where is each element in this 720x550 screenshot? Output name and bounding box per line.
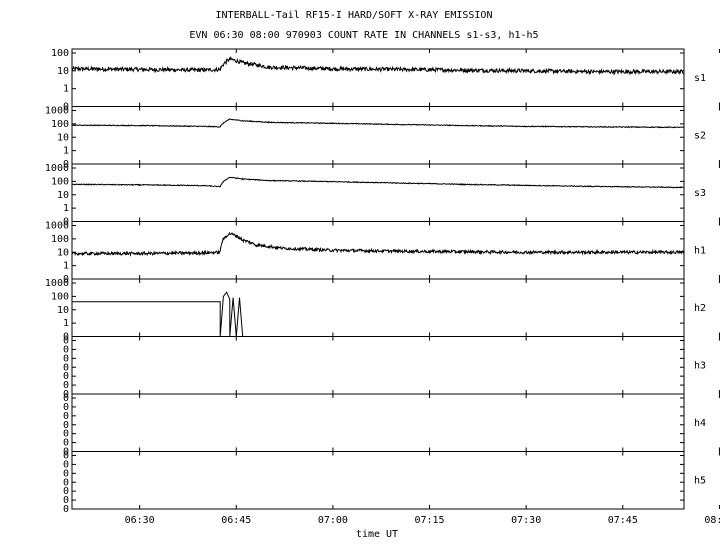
y-tick-label: 0 [63,451,69,462]
y-tick-label: 1 [63,203,69,214]
y-tick-label: 0 [63,459,69,470]
x-tick-label: 06:45 [221,515,251,526]
y-tick-label: 10 [57,190,69,201]
panel-frame [71,336,685,395]
channel-label: s1 [694,73,706,84]
series-line-s3 [71,176,685,189]
y-tick-label: 1000 [45,106,69,117]
series-line-s2 [72,118,685,129]
panel-frame [71,48,685,107]
channel-label: s3 [694,188,706,199]
y-tick-label: 0 [63,102,69,113]
y-tick-label: 10 [57,66,69,77]
y-tick-label: 100 [51,119,69,130]
y-tick-label: 0 [63,393,69,404]
panel-frame [71,393,685,452]
y-tick-label: 0 [63,429,69,440]
panel-frame [71,451,685,510]
y-tick-label: 1 [63,261,69,272]
y-tick-label: 1000 [45,221,69,232]
y-tick-label: 10 [57,305,69,316]
y-tick-label: 0 [63,411,69,422]
y-tick-label: 0 [63,353,69,364]
y-tick-label: 0 [63,438,69,449]
y-tick-label: 0 [63,380,69,391]
channel-label: h2 [694,303,706,314]
y-tick-label: 10 [57,247,69,258]
panel-frame [71,106,685,165]
y-tick-label: 0 [63,159,69,170]
x-tick-label: 07:45 [608,515,638,526]
y-tick-label: 0 [63,495,69,506]
y-tick-label: 100 [51,176,69,187]
time-axis: 06:30 06:45 07:00 07:15 07:30 07:45 08:00 [125,515,720,526]
y-tick-label: 1 [63,84,69,95]
x-tick-label: 07:15 [414,515,444,526]
channel-panels: s11001010s210001001010s310001001010h1100… [45,48,720,515]
y-tick-label: 0 [63,402,69,413]
y-tick-label: 0 [63,336,69,347]
y-tick-label: 0 [63,477,69,488]
y-tick-label: 0 [63,389,69,400]
y-tick-label: 1000 [45,163,69,174]
y-tick-label: 0 [63,486,69,497]
channel-label: s2 [694,130,706,141]
y-tick-label: 0 [63,344,69,355]
y-tick-label: 0 [63,362,69,373]
y-tick-label: 1000 [45,278,69,289]
channel-label: h5 [694,475,706,486]
y-tick-label: 0 [63,504,69,515]
y-tick-label: 0 [63,217,69,228]
chart-subtitle: EVN 06:30 08:00 970903 COUNT RATE IN CHA… [189,30,538,41]
y-tick-label: 0 [63,447,69,458]
series-line-h2 [72,291,244,337]
y-tick-label: 0 [63,420,69,431]
series-line-s1 [71,56,684,76]
x-tick-label: 07:00 [318,515,348,526]
x-tick-label: 08:00 [704,515,720,526]
panel-frame [71,278,685,337]
y-tick-label: 0 [63,332,69,343]
y-tick-label: 0 [63,468,69,479]
y-tick-label: 100 [51,291,69,302]
y-tick-label: 100 [51,48,69,59]
x-axis-label: time UT [356,529,398,540]
y-tick-label: 1 [63,146,69,157]
series-line-h1 [71,231,685,257]
y-tick-label: 1 [63,318,69,329]
channel-label: h3 [694,360,706,371]
x-tick-label: 07:30 [511,515,541,526]
panel-frame [71,163,685,222]
y-tick-label: 10 [57,132,69,143]
channel-label: h1 [694,245,706,256]
x-tick-label: 06:30 [125,515,155,526]
y-tick-label: 0 [63,371,69,382]
y-tick-label: 0 [63,274,69,285]
y-tick-label: 100 [51,234,69,245]
chart-title: INTERBALL-Tail RF15-I HARD/SOFT X-RAY EM… [216,10,493,21]
channel-label: h4 [694,418,706,429]
